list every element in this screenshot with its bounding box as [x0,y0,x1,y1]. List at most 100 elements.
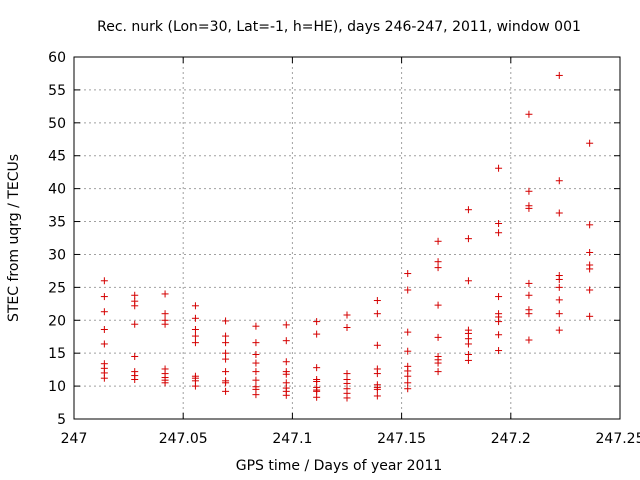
y-axis-label: STEC from uqrg / TECUs [6,154,22,322]
data-point [222,339,230,347]
data-point [555,275,563,283]
data-point [161,290,169,298]
data-point [100,293,108,301]
data-point [313,393,321,401]
data-point [404,347,412,355]
x-tick-label: 247 [61,431,88,447]
data-point [191,332,199,340]
data-point [282,321,290,329]
data-point [161,320,169,328]
data-point [282,370,290,378]
y-tick-label: 15 [48,346,66,362]
data-point [495,229,503,237]
data-point [525,187,533,195]
grid [74,57,620,419]
data-point [343,370,351,378]
data-point [282,358,290,366]
data-point [434,301,442,309]
data-point [252,350,260,358]
data-point [555,310,563,318]
data-point [404,379,412,387]
data-point [434,237,442,245]
data-point [464,277,472,285]
data-point [222,317,230,325]
data-point [161,310,169,318]
data-point [495,347,503,355]
data-point [313,318,321,326]
data-point [313,377,321,385]
data-point [525,336,533,344]
y-tick-label: 5 [57,412,66,428]
data-point [525,204,533,212]
data-point [131,302,139,310]
data-point [555,177,563,185]
data-point [252,376,260,384]
data-point [191,382,199,390]
x-tick-label: 247.05 [159,431,208,447]
y-tick-label: 35 [48,215,66,231]
data-point [495,318,503,326]
x-tick-label: 247.25 [596,431,640,447]
data-point [222,379,230,387]
data-point [586,312,594,320]
x-tick-label: 247.1 [272,431,312,447]
data-points [100,71,594,402]
data-point [404,328,412,336]
data-point [313,387,321,395]
data-point [343,394,351,402]
data-point [222,332,230,340]
data-point [100,325,108,333]
axis-ticks [73,56,621,420]
data-point [131,320,139,328]
y-tick-label: 55 [48,83,66,99]
data-point [555,283,563,291]
data-point [495,331,503,339]
y-tick-label: 10 [48,379,66,395]
data-point [282,337,290,345]
data-point [555,209,563,217]
data-point [434,368,442,376]
data-point [586,265,594,273]
y-tick-label: 25 [48,280,66,296]
data-point [404,286,412,294]
x-tick-labels: 247 247.05 247.1 247.15 247.2 247.25 [61,431,640,447]
data-point [495,220,503,228]
data-point [191,325,199,333]
data-point [464,235,472,243]
y-tick-label: 45 [48,149,66,165]
data-point [586,221,594,229]
data-point [252,391,260,399]
data-point [555,71,563,79]
data-point [495,293,503,301]
data-point [555,326,563,334]
data-point [404,270,412,278]
data-point [464,206,472,214]
data-point [222,387,230,395]
data-point [525,291,533,299]
data-point [191,302,199,310]
data-point [464,350,472,358]
y-tick-label: 60 [48,50,66,66]
data-point [343,324,351,332]
x-tick-label: 247.2 [491,431,531,447]
data-point [252,368,260,376]
data-point [161,379,169,387]
data-point [313,364,321,372]
data-point [373,392,381,400]
data-point [586,286,594,294]
x-axis-label: GPS time / Days of year 2011 [236,458,443,474]
data-point [434,333,442,341]
data-point [222,349,230,357]
data-point [373,297,381,305]
data-point [373,310,381,318]
data-point [373,385,381,393]
data-point [404,385,412,393]
data-point [252,322,260,330]
data-point [100,308,108,316]
data-point [343,311,351,319]
y-tick-labels: 5 10 15 20 25 30 35 40 45 50 55 60 [48,50,66,428]
data-point [586,139,594,147]
y-tick-label: 20 [48,313,66,329]
data-point [434,264,442,272]
data-point [434,258,442,266]
